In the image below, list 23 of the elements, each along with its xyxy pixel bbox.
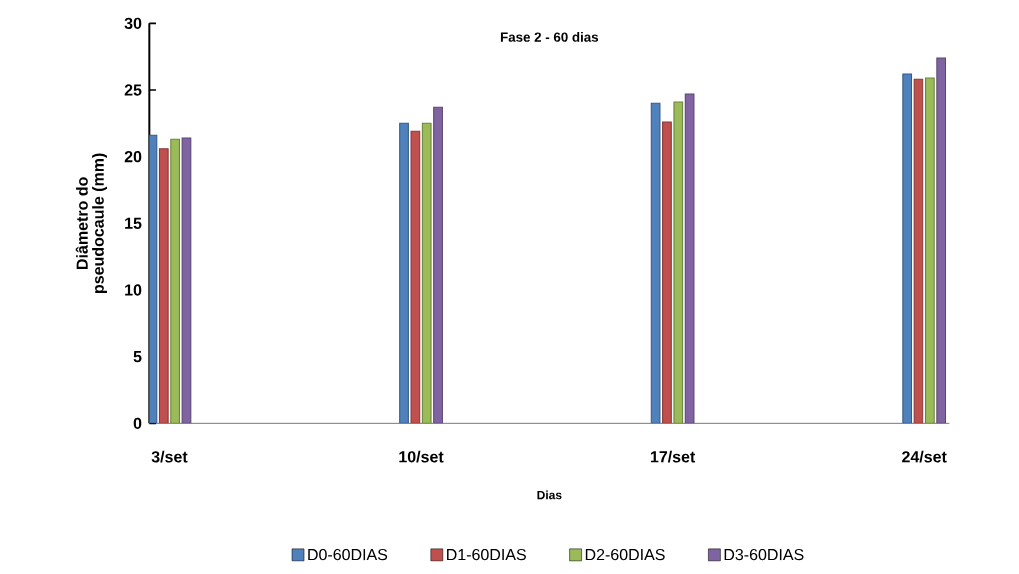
bar [433, 106, 443, 424]
bar [662, 121, 672, 424]
x-axis-title: Dias [537, 490, 562, 500]
y-tick-label: 0 [133, 417, 142, 429]
legend-label: D3-60DIAS [724, 548, 804, 561]
text: Fase 2 - 60 dias [500, 32, 599, 42]
x-tick-label: 3/set [151, 450, 188, 463]
x-tick-label: 17/set [650, 450, 696, 463]
x-tick-label: 10/set [399, 450, 444, 463]
bar [924, 77, 935, 424]
y-axis-title: Diâmetro do pseudocaule (mm) [75, 153, 108, 293]
y-tick-label: 5 [133, 351, 142, 363]
y-tick-label: 10 [125, 284, 142, 296]
y-tick-label: 15 [125, 217, 142, 229]
bar [399, 122, 409, 424]
y-tick-label: 20 [124, 151, 142, 163]
bar [170, 138, 180, 424]
legend-label: D0-60DIAS [308, 548, 388, 561]
legend-label: D1-60DIAS [447, 548, 526, 561]
x-tick-label: 24/set [902, 450, 947, 463]
y-tick-label: 30 [124, 17, 142, 30]
y-tick-label: 25 [124, 84, 142, 96]
legend-label: D2-60DIAS [585, 548, 665, 561]
